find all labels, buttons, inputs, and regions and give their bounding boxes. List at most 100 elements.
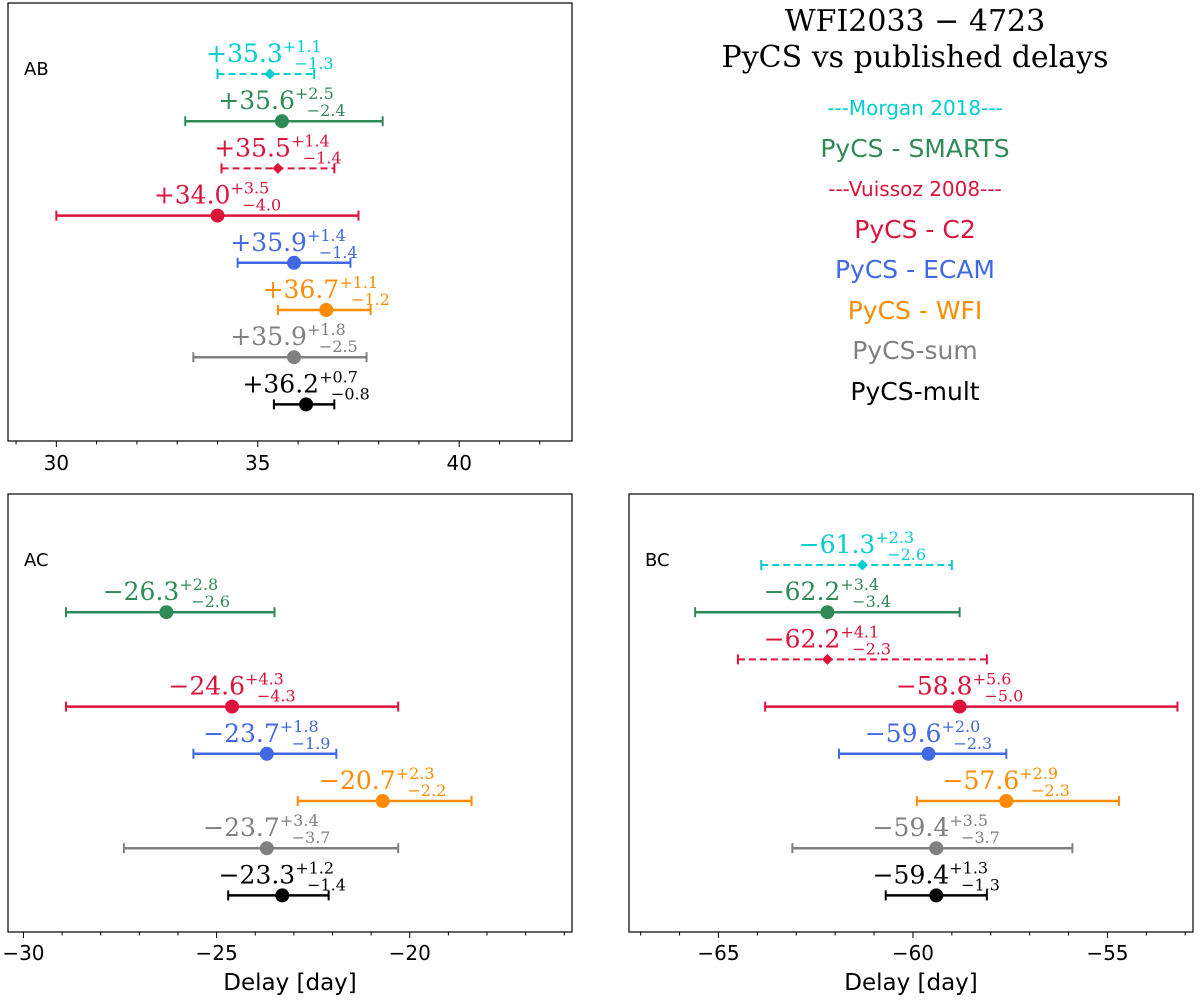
minus-error: −0.8 [331, 384, 370, 403]
plus-error: +4.1 [840, 622, 879, 641]
plus-error: +1.2 [295, 858, 334, 877]
errorbar-pycs-sum: +35.9+1.8 −2.5 [192, 320, 368, 365]
value-label: +36.7+1.1 −1.2 [263, 273, 390, 309]
data-point [274, 114, 289, 129]
minus-error: −2.6 [887, 545, 926, 564]
data-point-diamond [821, 653, 833, 665]
central-value: −62.2 [764, 624, 841, 653]
minus-error: −3.7 [961, 828, 1000, 847]
plus-error: +3.5 [230, 179, 269, 198]
errorbar-pycs-mult: −23.3+1.2 −1.4 [219, 858, 346, 903]
errorbar-morgan-2018: −61.3+2.3 −2.6 [760, 528, 953, 571]
minus-error: −1.9 [292, 734, 331, 753]
value-label: −61.3+2.3 −2.6 [799, 528, 926, 564]
panel-label: AC [24, 550, 49, 571]
plus-error: +1.1 [283, 37, 322, 56]
value-label: −57.6+2.9 −2.3 [943, 764, 1070, 800]
data-point [952, 699, 967, 714]
value-label: −58.8+5.6 −5.0 [896, 670, 1023, 706]
errorbar-pycs-mult: −59.4+1.3 −1.3 [873, 858, 1000, 903]
plus-error: +1.4 [291, 131, 330, 150]
legend-entry-1: PyCS - SMARTS [820, 133, 1010, 163]
data-point [929, 888, 944, 903]
data-point [225, 699, 240, 714]
panel-label: BC [645, 550, 670, 571]
central-value: −26.3 [103, 577, 180, 606]
data-point [159, 605, 174, 620]
value-label: −24.6+4.3 −4.3 [168, 670, 295, 706]
central-value: −58.8 [896, 672, 973, 701]
central-value: +35.6 [218, 86, 295, 115]
plus-error: +5.6 [973, 670, 1012, 689]
errorbar-pycs-ecam: −59.6+2.0 −2.3 [838, 717, 1008, 761]
x-axis-label: Delay [day] [223, 970, 357, 996]
central-value: −59.4 [873, 813, 950, 842]
minus-error: −2.3 [953, 734, 992, 753]
plus-error: +3.4 [280, 811, 319, 830]
value-label: +35.5+1.4 −1.4 [214, 131, 341, 167]
plus-error: +2.5 [295, 84, 334, 103]
minus-error: −1.2 [351, 290, 390, 309]
legend-entry-6: PyCS-sum [852, 336, 978, 365]
figure-title-line1: WFI2033 − 4723 [784, 4, 1046, 39]
central-value: −61.3 [799, 530, 876, 559]
value-label: +34.0+3.5 −4.0 [154, 179, 281, 215]
data-point [299, 397, 314, 412]
errorbar-pycs-sum: −23.7+3.4 −3.7 [122, 811, 400, 856]
central-value: −23.3 [219, 860, 296, 889]
minus-error: −2.4 [307, 101, 346, 120]
value-label: −62.2+3.4 −3.4 [764, 575, 891, 611]
plus-error: +1.4 [307, 226, 346, 245]
panel-ac: −30 −25 −20 Delay [day] AC −26.3+2.8 −2.6 −24.6… [2, 493, 573, 996]
plus-error: +2.9 [1019, 764, 1058, 783]
central-value: +35.9 [230, 228, 307, 257]
x-tick-label: 40 [446, 451, 471, 475]
plus-error: +2.3 [875, 528, 914, 547]
central-value: +35.3 [206, 39, 283, 68]
central-value: −62.2 [764, 577, 841, 606]
plot-frame [7, 2, 573, 442]
errorbar-pycs-smarts: +35.6+2.5 −2.4 [184, 84, 384, 129]
errorbar-pycs-c2: +34.0+3.5 −4.0 [55, 179, 360, 223]
errorbar-morgan-2018: +35.3+1.1 −1.3 [206, 37, 334, 80]
data-point [275, 888, 290, 903]
data-point [375, 794, 390, 808]
errorbar-pycs-wfi: −20.7+2.3 −2.2 [296, 764, 473, 808]
plus-error: +1.3 [949, 858, 988, 877]
data-point [319, 303, 334, 317]
data-point-diamond [272, 162, 284, 174]
central-value: +35.5 [214, 133, 291, 162]
data-point [921, 746, 936, 761]
central-value: +36.7 [263, 275, 340, 304]
value-label: +35.9+1.4 −1.4 [230, 226, 357, 262]
data-point [999, 794, 1014, 808]
errorbar-pycs-c2: −24.6+4.3 −4.3 [64, 670, 400, 714]
errorbar-pycs-smarts: −26.3+2.8 −2.6 [64, 575, 276, 620]
plot-frame [628, 493, 1194, 933]
minus-error: −4.3 [257, 687, 296, 706]
panel-bc: −65 −60 −55 Delay [day] BC −61.3+2.3 −2.6 −62.2… [628, 493, 1194, 996]
plus-error: +3.5 [949, 811, 988, 830]
value-label: +35.6+2.5 −2.4 [218, 84, 345, 120]
errorbar-pycs-wfi: −57.6+2.9 −2.3 [915, 764, 1121, 808]
errorbar-pycs-smarts: −62.2+3.4 −3.4 [694, 575, 961, 620]
value-label: −26.3+2.8 −2.6 [103, 575, 230, 611]
central-value: −24.6 [168, 672, 245, 701]
x-tick-label: −60 [892, 941, 934, 965]
central-value: +36.2 [242, 369, 319, 398]
value-label: −23.7+3.4 −3.7 [203, 811, 330, 847]
data-point [259, 746, 274, 761]
errorbar-pycs-c2: −58.8+5.6 −5.0 [764, 670, 1179, 714]
minus-error: −4.0 [242, 196, 281, 215]
x-tick-label: −65 [697, 941, 739, 965]
value-label: −59.6+2.0 −2.3 [865, 717, 992, 753]
plus-error: +2.8 [179, 575, 218, 594]
errorbar-pycs-ecam: −23.7+1.8 −1.9 [192, 717, 338, 761]
legend-entry-7: PyCS-mult [850, 376, 980, 406]
x-tick-label: 30 [44, 451, 69, 475]
central-value: −59.6 [865, 719, 942, 748]
x-tick-label: −25 [195, 941, 237, 965]
central-value: −23.7 [203, 813, 280, 842]
value-label: +35.9+1.8 −2.5 [230, 320, 357, 356]
